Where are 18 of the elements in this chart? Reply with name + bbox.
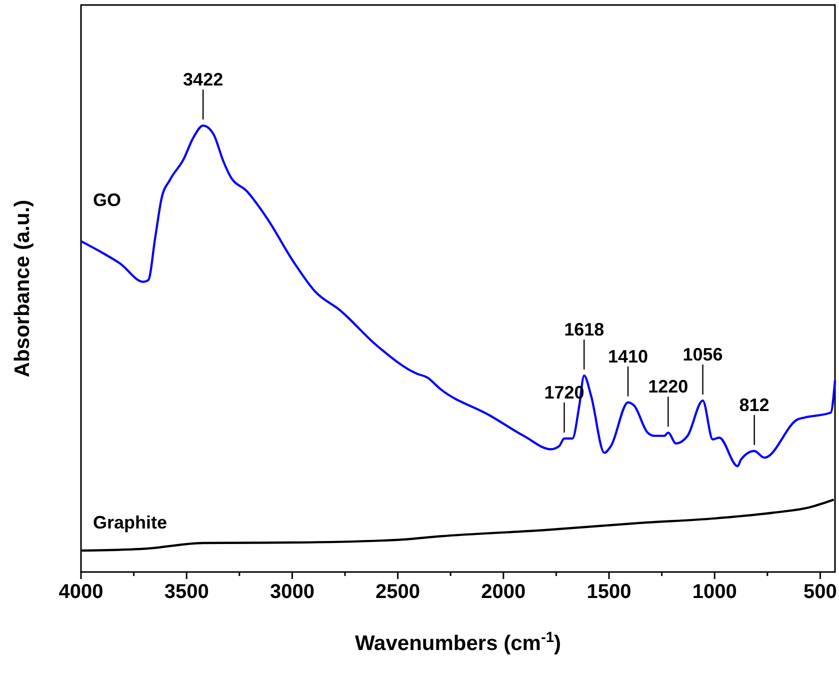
series-label: Graphite: [93, 512, 168, 533]
x-axis-title: Wavenumbers (cm$^{-1}$): [354, 630, 562, 655]
x-tick-label: 1500: [586, 581, 632, 603]
annotation: 1618: [564, 320, 604, 340]
annotation: 1056: [682, 344, 723, 365]
annotation: 1410: [608, 346, 648, 366]
x-tick-label: 2000: [481, 581, 526, 603]
y-axis-title: Absorbance (a.u.): [11, 200, 34, 378]
series-label: GO: [93, 190, 122, 210]
x-tick-label: 1000: [692, 581, 737, 603]
x-tick-label: 4000: [58, 581, 104, 603]
annotation: 812: [739, 395, 770, 416]
x-tick-label: 3500: [164, 581, 209, 603]
x-tick-label: 500: [804, 581, 837, 603]
x-tick-label: 2500: [376, 581, 420, 603]
annotation: 3422: [183, 70, 224, 90]
annotation: 1220: [648, 376, 688, 397]
x-tick-label: 3000: [270, 581, 314, 603]
